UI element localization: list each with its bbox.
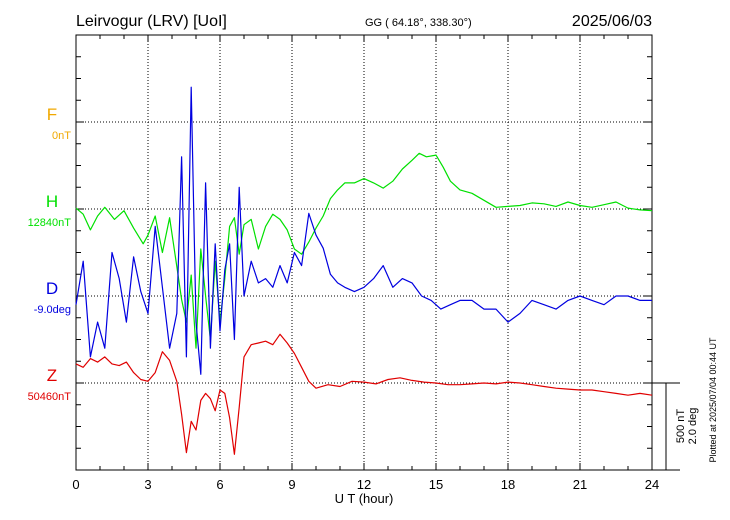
scale-bar-deg-label: 2.0 deg: [687, 408, 699, 445]
channel-name-d: D: [46, 279, 58, 298]
channel-baseline-f: 0nT: [52, 130, 71, 142]
scale-bar: 500 nT 2.0 deg: [652, 382, 699, 471]
station-title: Leirvogur (LRV) [UoI]: [76, 13, 227, 30]
channel-baseline-d: -9.0deg: [34, 304, 71, 316]
x-tick-label: 0: [72, 477, 79, 492]
axis-ticks: [75, 35, 653, 470]
x-tick-label: 15: [429, 477, 443, 492]
chart-date: 2025/06/03: [572, 13, 652, 30]
channel-labels: F 0nT H 12840nT D -9.0deg Z 50460nT: [28, 105, 72, 403]
x-tick-label: 24: [645, 477, 659, 492]
channel-baseline-h: 12840nT: [28, 217, 72, 229]
channel-baseline-z: 50460nT: [28, 391, 72, 403]
channel-name-f: F: [47, 105, 57, 124]
channel-name-h: H: [46, 192, 58, 211]
series-line-d: [75, 86, 652, 375]
station-coordinates: GG ( 64.18°, 338.30°): [365, 17, 472, 29]
x-tick-label: 18: [501, 477, 515, 492]
x-tick-label: 9: [288, 477, 295, 492]
series-lines: [75, 86, 653, 455]
x-tick-label: 12: [357, 477, 371, 492]
x-tick-label: 6: [216, 477, 223, 492]
scale-bar-nt-label: 500 nT: [675, 409, 687, 444]
series-line-h: [75, 152, 653, 349]
x-tick-labels: 0 3 6 9 12 15 18 21 24: [72, 477, 659, 492]
grid: [76, 35, 652, 470]
channel-name-z: Z: [47, 366, 57, 385]
plotted-timestamp: Plotted at 2025/07/04 00:44 UT: [708, 337, 718, 463]
x-tick-label: 3: [144, 477, 151, 492]
x-tick-label: 21: [573, 477, 587, 492]
series-line-z: [75, 333, 653, 455]
x-axis-label: U T (hour): [335, 491, 394, 506]
